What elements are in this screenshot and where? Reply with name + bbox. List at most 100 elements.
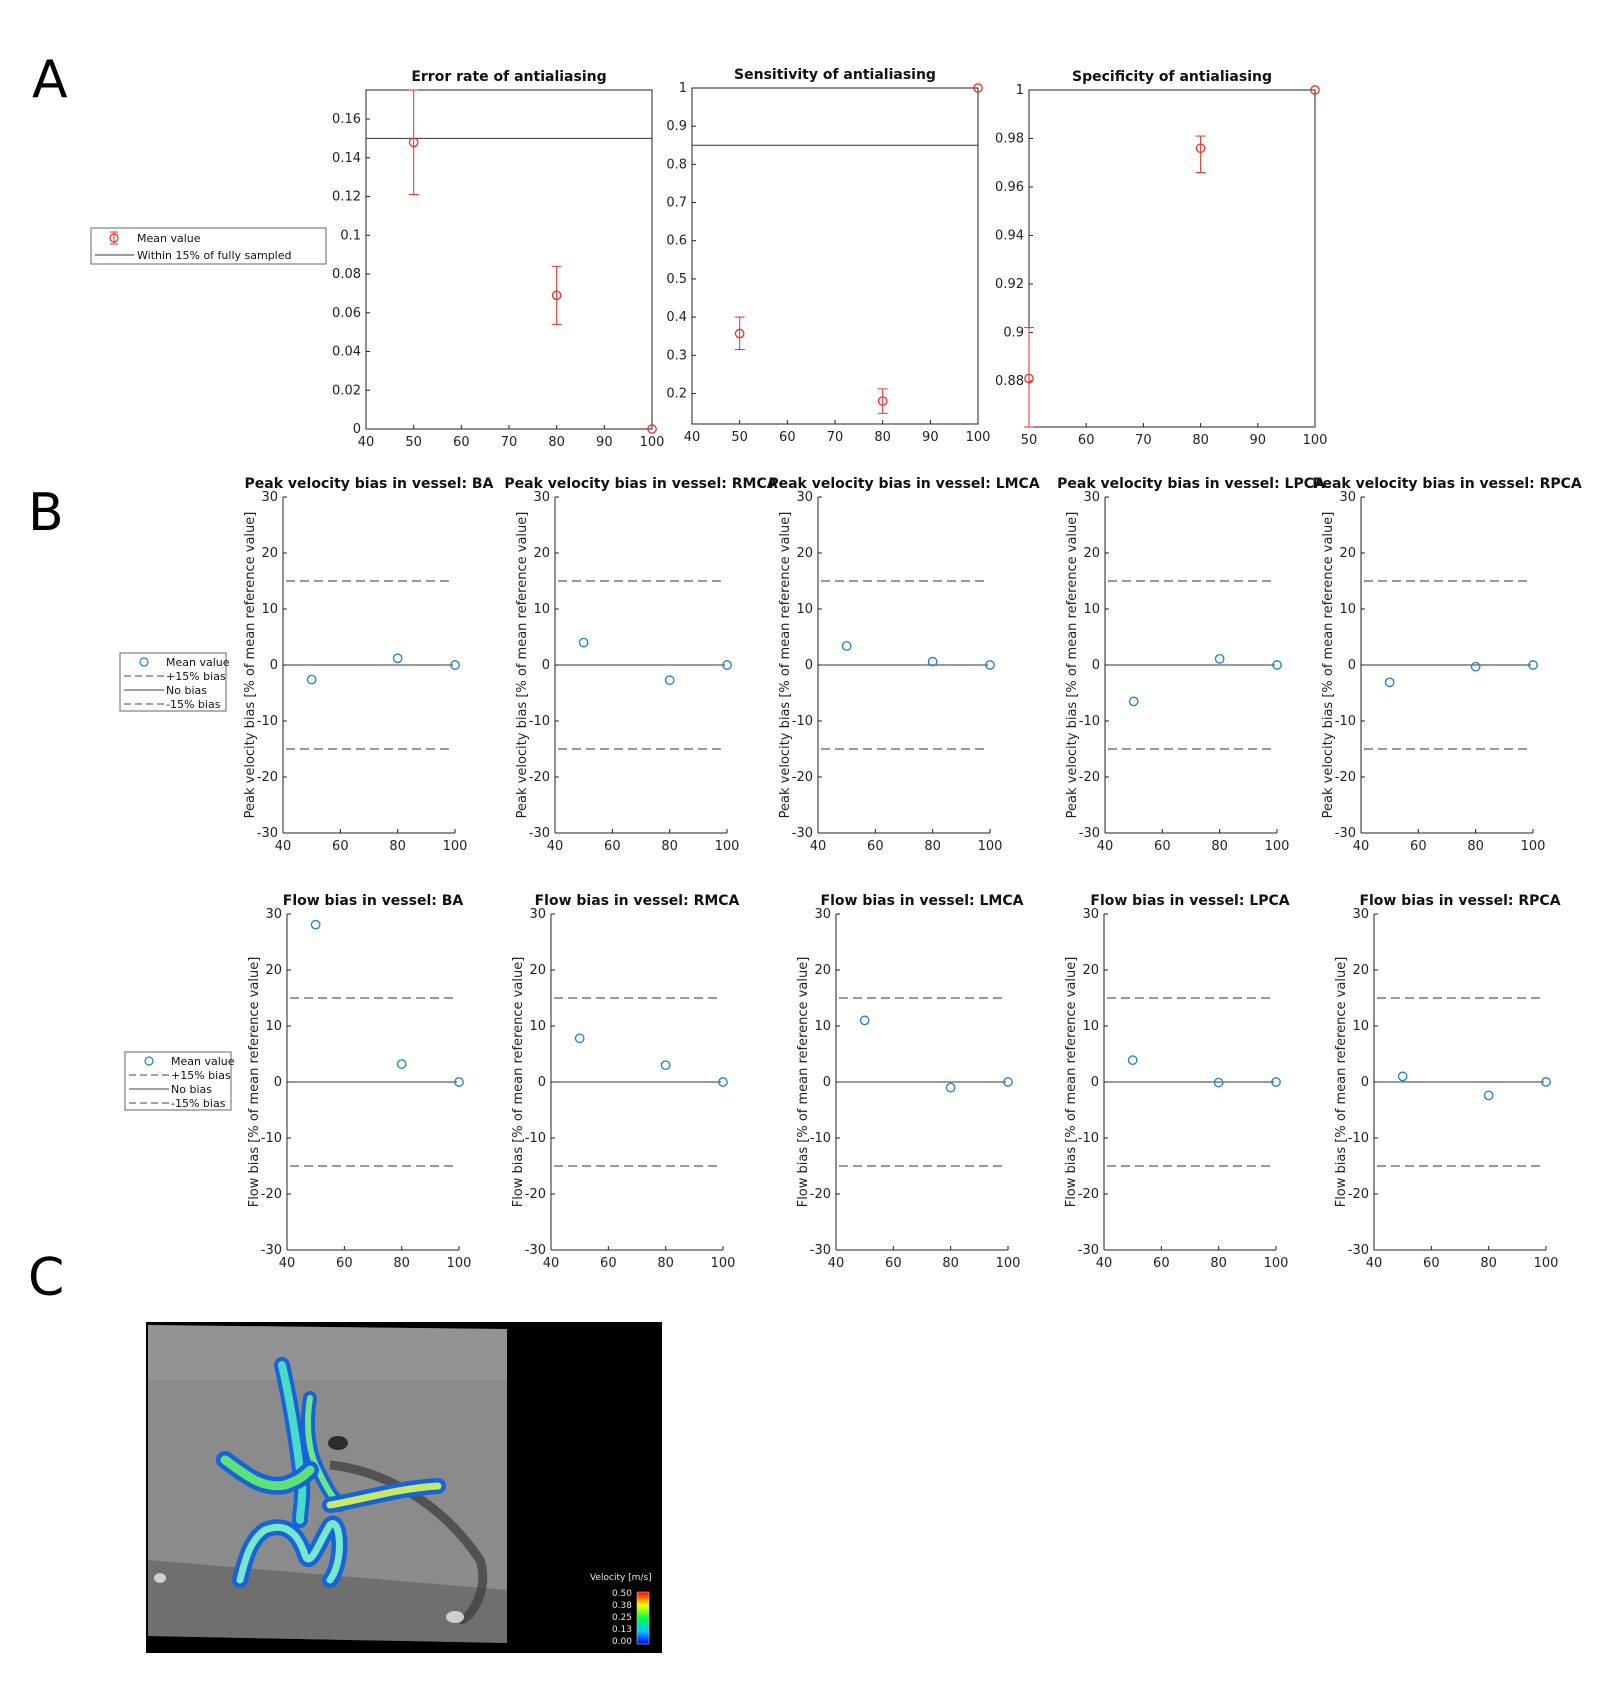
y-tick-label: 0 [270, 658, 278, 673]
y-tick-label: -10 [1079, 714, 1100, 729]
y-tick-label: 0.6 [666, 234, 687, 249]
data-point [973, 83, 983, 93]
y-tick-label: -20 [261, 1187, 282, 1202]
x-tick-label: 80 [393, 1256, 410, 1271]
x-tick-label: 80 [657, 1256, 674, 1271]
x-tick-label: 60 [1078, 433, 1095, 448]
data-point [927, 656, 938, 667]
chart-title: Peak velocity bias in vessel: LMCA [768, 476, 1040, 492]
plot-frame [691, 87, 979, 425]
y-tick-label: 20 [1082, 963, 1099, 978]
y-tick-label: 20 [814, 963, 831, 978]
y-tick-label: -30 [1335, 826, 1356, 841]
chart-title: Flow bias in vessel: LMCA [821, 893, 1024, 909]
legend-label-minus15: -15% bias [171, 1097, 226, 1110]
colorbar [636, 1591, 650, 1645]
colorbar-tick: 0.38 [612, 1601, 632, 1611]
y-tick-label: 0 [805, 658, 813, 673]
x-tick-label: 40 [543, 1256, 560, 1271]
x-tick-label: 80 [942, 1256, 959, 1271]
data-point [450, 660, 460, 670]
x-tick-label: 40 [1096, 1256, 1113, 1271]
data-point [574, 1033, 585, 1044]
x-tick-label: 60 [1423, 1256, 1440, 1271]
y-tick-label: 10 [1352, 1019, 1369, 1034]
vessel-tree [216, 1357, 446, 1588]
x-tick-label: 100 [1264, 1256, 1289, 1271]
x-tick-label: 50 [405, 435, 422, 450]
chart-title: Flow bias in vessel: RMCA [535, 893, 740, 909]
x-tick-label: 80 [389, 839, 406, 854]
data-point [841, 641, 852, 651]
y-tick-label: 0.1 [340, 228, 361, 243]
y-tick-label: -30 [1079, 826, 1100, 841]
plot-frame [365, 89, 653, 430]
y-axis-label: Peak velocity bias [% of mean reference … [778, 512, 793, 819]
legend-box [124, 1051, 232, 1111]
y-tick-label: -10 [257, 714, 278, 729]
data-point [647, 424, 657, 434]
y-tick-label: 0.3 [666, 348, 687, 363]
chart-b5: Peak velocity bias in vessel: RPCA 40 60 80… [1312, 476, 1582, 854]
y-tick-label: -20 [810, 1187, 831, 1202]
chart-title: Specificity of antialiasing [1072, 69, 1272, 85]
y-tick-label: 0.06 [332, 306, 361, 321]
y-tick-label: 10 [261, 602, 278, 617]
x-tick-label: 60 [1153, 1256, 1170, 1271]
legend-panel-a: Mean value Within 15% of fully sampled [90, 227, 327, 265]
x-tick-label: 60 [600, 1256, 617, 1271]
data-point [454, 1077, 464, 1087]
y-tick-label: 30 [1083, 490, 1100, 505]
panel-letter-c: C [28, 1248, 64, 1308]
y-tick-label: -30 [1348, 1243, 1369, 1258]
y-tick-label: 0.2 [666, 386, 687, 401]
legend-circle-marker [139, 657, 149, 667]
y-axis-label: Peak velocity bias [% of mean reference … [515, 512, 530, 819]
x-tick-label: 70 [827, 430, 844, 445]
y-tick-label: 0.12 [332, 190, 361, 205]
y-tick-label: 0.04 [332, 345, 361, 360]
data-point [396, 1059, 407, 1069]
y-tick-label: 20 [1352, 963, 1369, 978]
y-axis-label: Peak velocity bias [% of mean reference … [243, 512, 258, 819]
data-point [408, 137, 419, 148]
data-point [722, 660, 732, 670]
x-tick-label: 80 [1480, 1256, 1497, 1271]
y-tick-label: -10 [261, 1131, 282, 1146]
x-tick-label: 80 [548, 435, 565, 450]
legend-panel-b-flow: Mean value +15% bias No bias -15% bias [124, 1051, 235, 1111]
y-tick-label: -20 [792, 770, 813, 785]
legend-box [90, 227, 327, 265]
x-tick-label: 60 [1154, 839, 1171, 854]
x-tick-label: 100 [640, 435, 665, 450]
y-axis-label: Flow bias [% of mean reference value] [796, 957, 811, 1208]
y-tick-label: 0 [823, 1075, 831, 1090]
x-tick-label: 60 [604, 839, 621, 854]
legend-label-plus15: +15% bias [166, 670, 226, 683]
data-point [718, 1077, 728, 1087]
data-point [1195, 143, 1206, 154]
chart-b2: Peak velocity bias in vessel: RMCA 40 60 80… [504, 476, 777, 854]
x-tick-label: 60 [1410, 839, 1427, 854]
y-tick-label: 10 [814, 1019, 831, 1034]
y-tick-label: 0.94 [995, 228, 1024, 243]
y-tick-label: -10 [1348, 1131, 1369, 1146]
x-tick-label: 80 [1210, 1256, 1227, 1271]
y-tick-label: 0 [274, 1075, 282, 1090]
y-tick-label: 30 [1082, 907, 1099, 922]
y-tick-label: -30 [257, 826, 278, 841]
x-tick-label: 100 [715, 839, 740, 854]
x-tick-label: 100 [1521, 839, 1546, 854]
y-tick-label: 10 [533, 602, 550, 617]
legend-label-no-bias: No bias [166, 684, 207, 697]
data-point [1528, 660, 1538, 670]
y-tick-label: 0.02 [332, 383, 361, 398]
y-tick-label: 30 [261, 490, 278, 505]
x-tick-label: 100 [1534, 1256, 1559, 1271]
y-tick-label: -30 [261, 1243, 282, 1258]
data-point [1384, 677, 1395, 688]
